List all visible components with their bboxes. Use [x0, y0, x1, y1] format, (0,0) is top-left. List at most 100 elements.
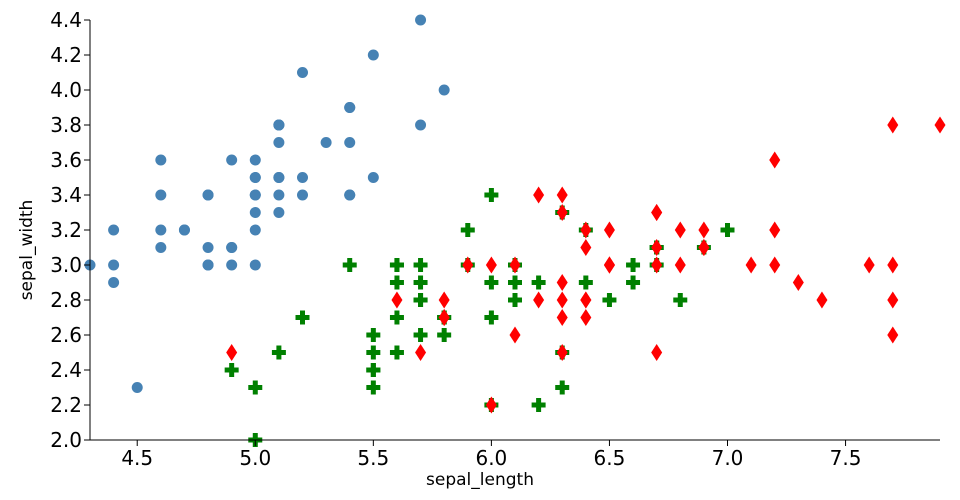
- plus-point: [413, 293, 428, 307]
- y-tick-label: 3.6: [50, 148, 82, 172]
- diamond-point: [816, 291, 828, 309]
- diamond-point: [887, 116, 899, 134]
- circle-point: [249, 172, 261, 183]
- circle-point: [202, 189, 214, 201]
- circle-point: [249, 259, 261, 271]
- diamond-point: [651, 256, 663, 274]
- circle-point: [202, 259, 214, 271]
- y-axis-ticks: 2.0 2.2 2.4 2.6 2.8 3.0 3.2 3.4 3.6 3.8 4.0 4.2 4.4: [50, 8, 90, 452]
- diamond-point: [485, 396, 497, 414]
- x-tick-label: 4.5: [121, 446, 153, 470]
- y-axis-title: sepal_width: [17, 200, 37, 301]
- diamond-point: [391, 291, 403, 309]
- y-tick-label: 3.8: [50, 113, 82, 137]
- plus-point: [366, 328, 381, 342]
- plus-point: [389, 310, 404, 325]
- plus-point: [413, 328, 428, 342]
- plus-point: [413, 275, 428, 290]
- diamond-point: [556, 274, 568, 291]
- circle-point: [249, 224, 261, 236]
- circle-point: [108, 224, 120, 236]
- plus-point: [389, 275, 404, 290]
- circle-point: [367, 49, 379, 61]
- circle-point: [297, 172, 308, 183]
- plus-point: [389, 258, 404, 272]
- diamond-point: [698, 239, 710, 256]
- circle-point: [155, 224, 167, 236]
- circle-point: [273, 172, 285, 183]
- circle-point: [155, 154, 167, 166]
- circle-point: [415, 14, 427, 26]
- diamond-point: [887, 326, 899, 344]
- plus-point: [460, 223, 475, 237]
- y-tick-label: 3.2: [50, 218, 82, 242]
- circle-point: [249, 154, 261, 166]
- y-tick-label: 2.0: [50, 428, 82, 452]
- diamond-point: [533, 291, 545, 309]
- diamond-point: [556, 344, 568, 361]
- plus-point: [720, 223, 735, 237]
- y-tick-label: 2.6: [50, 323, 82, 347]
- diamond-point: [792, 274, 804, 291]
- plus-point: [342, 258, 357, 272]
- diamond-point: [887, 291, 899, 309]
- diamond-point: [651, 204, 663, 221]
- x-axis-title: sepal_length: [426, 470, 534, 490]
- diamond-point: [580, 291, 592, 309]
- y-tick-label: 4.2: [50, 43, 82, 67]
- circle-point: [108, 277, 120, 288]
- plus-point: [366, 345, 381, 360]
- plus-point: [626, 275, 641, 290]
- plus-point: [366, 380, 381, 395]
- circle-point: [249, 189, 261, 201]
- x-tick-label: 7.0: [712, 446, 744, 470]
- circle-point: [344, 137, 356, 148]
- plus-point: [531, 275, 546, 290]
- diamond-point: [674, 221, 686, 239]
- y-tick-label: 4.4: [50, 8, 82, 32]
- plus-point: [555, 380, 570, 395]
- y-tick-label: 2.4: [50, 358, 82, 382]
- diamond-point: [887, 256, 899, 274]
- y-tick-label: 3.0: [50, 253, 82, 277]
- circle-point: [415, 119, 427, 131]
- circle-point: [438, 84, 450, 96]
- diamond-point: [580, 239, 592, 256]
- circle-point: [344, 102, 356, 113]
- diamond-point: [533, 186, 545, 204]
- circle-point: [273, 137, 285, 148]
- circle-point: [202, 242, 214, 253]
- circle-point: [344, 189, 356, 201]
- diamond-point: [509, 256, 521, 274]
- plus-point: [295, 310, 310, 325]
- diamond-point: [556, 186, 568, 204]
- diamond-point: [769, 151, 781, 169]
- circle-point: [273, 119, 285, 131]
- diamond-point: [863, 256, 875, 274]
- x-tick-label: 6.0: [475, 446, 507, 470]
- circle-point: [108, 259, 120, 271]
- diamond-point: [556, 204, 568, 221]
- circle-point: [273, 207, 285, 218]
- plus-point: [602, 293, 617, 307]
- plus-point: [413, 258, 428, 272]
- circle-point: [155, 189, 167, 201]
- diamond-point: [438, 309, 450, 326]
- diamond-point: [769, 221, 781, 239]
- diamond-point: [745, 256, 757, 274]
- diamond-point: [651, 344, 663, 361]
- diamond-point: [603, 221, 615, 239]
- circle-point: [178, 224, 190, 236]
- circle-point: [249, 207, 261, 218]
- diamond-point: [769, 256, 781, 274]
- plus-point: [508, 275, 522, 290]
- diamond-point: [485, 256, 497, 274]
- circle-point: [273, 189, 285, 201]
- diamond-point: [556, 291, 568, 309]
- y-tick-label: 3.4: [50, 183, 82, 207]
- plus-point: [531, 398, 546, 412]
- diamond-point: [226, 344, 238, 361]
- plus-point: [366, 363, 381, 377]
- plus-point: [484, 275, 499, 290]
